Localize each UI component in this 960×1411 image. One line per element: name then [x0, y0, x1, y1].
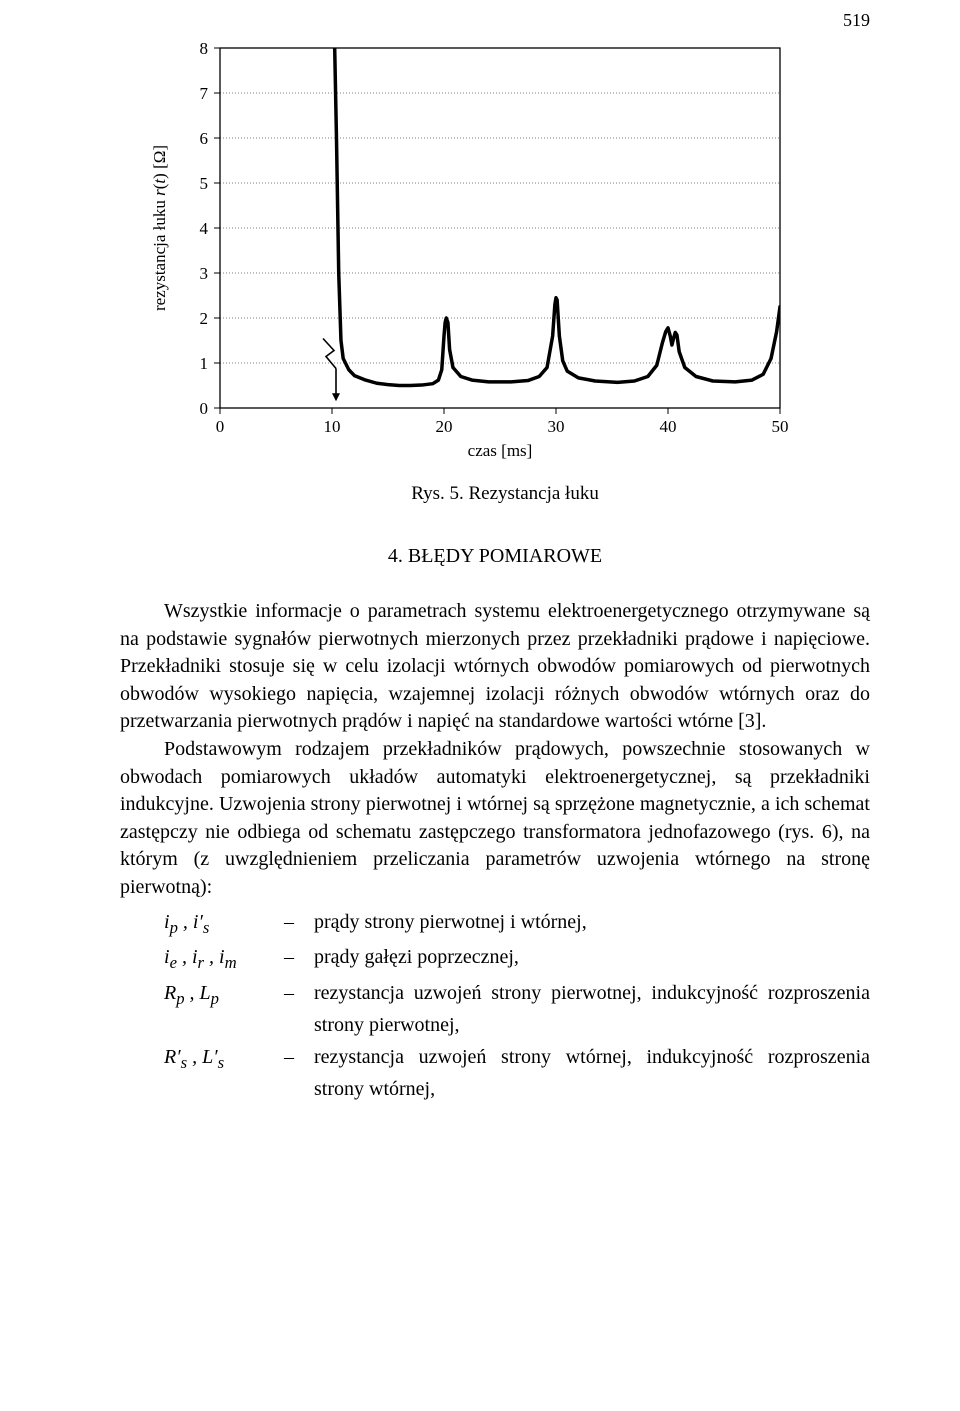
paragraph-2: Podstawowym rodzajem przekładników prądo…	[120, 736, 870, 902]
figure-caption: Rys. 5. Rezystancja łuku	[140, 483, 870, 505]
svg-text:0: 0	[200, 399, 209, 418]
definition-dash: –	[284, 906, 314, 938]
definition-dash: –	[284, 977, 314, 1009]
definition-symbol: ie , ir , im	[120, 941, 284, 977]
svg-text:8: 8	[200, 39, 209, 58]
chart-svg: 0 10 20 30 40 50 0 1 2 3 4 5 6 7 8 czas [ms] rezystancja…	[140, 38, 800, 468]
definition-text: prądy strony pierwotnej i wtórnej,	[314, 906, 870, 938]
definition-row: ip , i′s–prądy strony pierwotnej i wtórn…	[120, 906, 870, 942]
definition-list: ip , i′s–prądy strony pierwotnej i wtórn…	[120, 906, 870, 1105]
paragraph-1: Wszystkie informacje o parametrach syste…	[120, 598, 870, 736]
definition-dash: –	[284, 941, 314, 973]
page-number: 519	[843, 10, 870, 31]
definition-row: R′s , L′s–rezystancja uzwojeń strony wtó…	[120, 1041, 870, 1105]
definition-text: rezystancja uzwojeń strony pierwotnej, i…	[314, 977, 870, 1041]
body-text: Wszystkie informacje o parametrach syste…	[120, 598, 870, 902]
definition-symbol: Rp , Lp	[120, 977, 284, 1013]
svg-text:7: 7	[200, 84, 209, 103]
svg-text:6: 6	[200, 129, 209, 148]
svg-text:40: 40	[660, 417, 677, 436]
definition-symbol: R′s , L′s	[120, 1041, 284, 1077]
svg-text:2: 2	[200, 309, 209, 328]
svg-text:czas [ms]: czas [ms]	[468, 441, 533, 460]
svg-text:30: 30	[548, 417, 565, 436]
definition-text: prądy gałęzi poprzecznej,	[314, 941, 870, 973]
definition-text: rezystancja uzwojeń strony wtórnej, indu…	[314, 1041, 870, 1105]
section-title: 4. BŁĘDY POMIAROWE	[120, 545, 870, 568]
figure-5: 0 10 20 30 40 50 0 1 2 3 4 5 6 7 8 czas [ms] rezystancja…	[120, 38, 870, 505]
svg-text:1: 1	[200, 354, 209, 373]
svg-text:20: 20	[436, 417, 453, 436]
svg-text:50: 50	[772, 417, 789, 436]
svg-text:4: 4	[200, 219, 209, 238]
definition-dash: –	[284, 1041, 314, 1073]
svg-text:rezystancja łuku r(t) [Ω]: rezystancja łuku r(t) [Ω]	[150, 145, 169, 311]
definition-symbol: ip , i′s	[120, 906, 284, 942]
definition-row: ie , ir , im–prądy gałęzi poprzecznej,	[120, 941, 870, 977]
svg-text:5: 5	[200, 174, 209, 193]
svg-text:0: 0	[216, 417, 225, 436]
svg-text:3: 3	[200, 264, 209, 283]
definition-row: Rp , Lp–rezystancja uzwojeń strony pierw…	[120, 977, 870, 1041]
svg-text:10: 10	[324, 417, 341, 436]
